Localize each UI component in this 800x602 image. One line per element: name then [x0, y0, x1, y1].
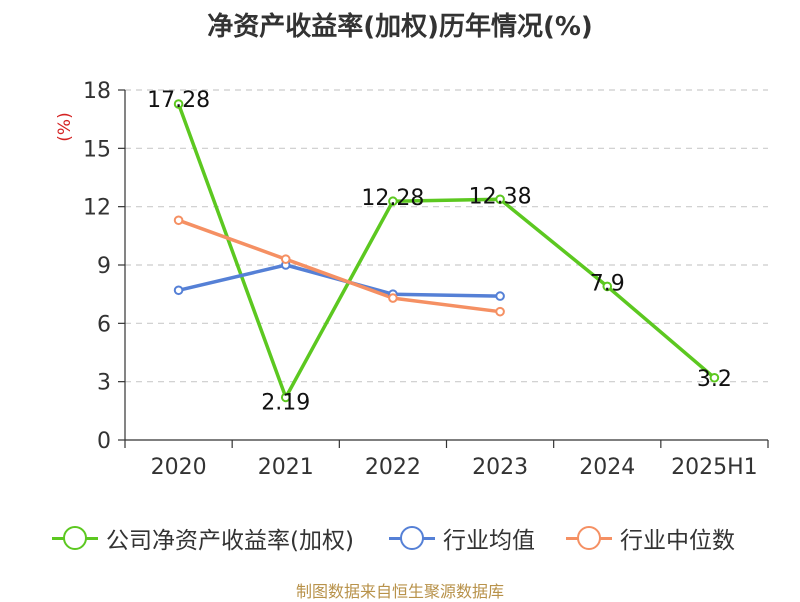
x-tick-label: 2024: [579, 455, 635, 480]
data-point: [280, 254, 291, 264]
legend: 公司净资产收益率(加权) 行业均值 行业中位数: [0, 520, 800, 556]
legend-item-industry-average[interactable]: 行业均值: [389, 520, 535, 556]
x-tick-label: 2022: [365, 455, 421, 480]
data-point: [495, 291, 505, 301]
data-point: [173, 215, 184, 226]
y-axis-unit-label: (%): [55, 112, 75, 141]
data-label: 12.28: [361, 186, 424, 211]
y-tick-label: 6: [97, 312, 111, 337]
circle-marker-icon: [400, 526, 424, 550]
data-label: 12.38: [469, 184, 532, 209]
circle-marker-icon: [577, 526, 601, 550]
legend-swatch-industry-median: [566, 525, 612, 551]
data-point: [280, 392, 291, 403]
legend-label-industry-median: 行业中位数: [620, 528, 735, 554]
x-tick-label: 2023: [472, 455, 528, 480]
data-point: [495, 194, 505, 205]
data-point: [495, 306, 505, 317]
y-tick-label: 15: [83, 137, 111, 162]
circle-marker-icon: [63, 526, 87, 550]
y-tick-label: 12: [83, 196, 111, 221]
data-point: [602, 281, 613, 292]
series-lines: [173, 99, 720, 403]
data-point: [388, 196, 398, 207]
series-line-1: [178, 263, 501, 298]
y-tick-label: 18: [83, 79, 111, 104]
axes: 0 3 6 9 12 15 18 2020 2021 2022 2023 2024 2025H1: [83, 79, 769, 480]
y-tick-label: 3: [97, 371, 111, 396]
data-point: [709, 372, 720, 383]
legend-label-industry-average: 行业均值: [443, 528, 535, 554]
y-tick-label: 0: [97, 429, 111, 454]
data-labels: 17.28 2.19 12.28 12.38 7.9 3.2: [147, 88, 732, 415]
x-tick-label: 2020: [151, 455, 207, 480]
legend-swatch-industry-average: [389, 525, 435, 551]
y-tick-label: 9: [97, 254, 111, 279]
data-point: [173, 99, 184, 109]
data-label: 3.2: [697, 367, 732, 392]
data-point: [388, 293, 398, 303]
legend-item-industry-median[interactable]: 行业中位数: [566, 520, 735, 556]
source-note: 制图数据来自恒生聚源数据库: [295, 582, 504, 601]
legend-label-company: 公司净资产收益率(加权): [106, 528, 354, 554]
data-label: 2.19: [261, 390, 310, 415]
chart-title: 净资产收益率(加权)历年情况(%): [207, 12, 593, 42]
series-line-2: [178, 218, 501, 314]
x-tick-label: 2021: [258, 455, 314, 480]
data-label: 7.9: [590, 271, 625, 296]
legend-item-company[interactable]: 公司净资产收益率(加权): [52, 520, 354, 556]
gridlines: [125, 89, 768, 383]
x-tick-label: 2025H1: [671, 455, 758, 480]
series-line-0: [176, 103, 716, 400]
data-point: [173, 285, 184, 296]
legend-swatch-company: [52, 525, 98, 551]
data-label: 17.28: [147, 88, 210, 113]
